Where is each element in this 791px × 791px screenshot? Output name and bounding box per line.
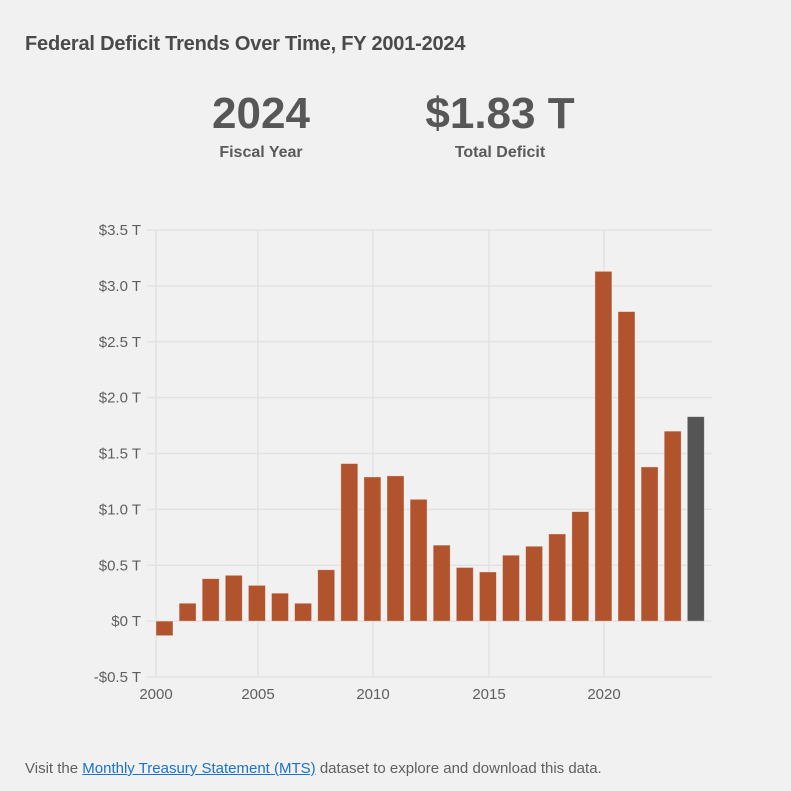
fiscal-year-label: Fiscal Year	[219, 144, 303, 161]
total-deficit-value: $1.83 T	[425, 89, 575, 138]
bar[interactable]	[640, 466, 659, 622]
footer-note: Visit the Monthly Treasury Statement (MT…	[25, 760, 602, 777]
bar[interactable]	[178, 602, 197, 622]
y-tick-label: $3.5 T	[99, 222, 141, 239]
y-tick-label: $1.5 T	[99, 446, 141, 463]
bar[interactable]	[455, 567, 474, 622]
x-tick-label: 2000	[139, 686, 172, 703]
bar[interactable]	[594, 270, 613, 622]
bar[interactable]	[201, 578, 220, 622]
bar[interactable]	[294, 602, 313, 622]
y-tick-label: $0 T	[111, 613, 141, 630]
x-tick-label: 2015	[472, 686, 505, 703]
bar[interactable]	[663, 430, 682, 622]
fiscal-year-value: 2024	[212, 89, 310, 138]
y-tick-label: -$0.5 T	[94, 669, 141, 686]
mts-dataset-link[interactable]: Monthly Treasury Statement (MTS)	[82, 760, 316, 777]
bar[interactable]	[317, 569, 336, 622]
bar[interactable]	[363, 476, 382, 622]
x-tick-label: 2005	[241, 686, 274, 703]
total-deficit-stat: $1.83 T Total Deficit	[400, 88, 600, 162]
y-tick-label: $1.0 T	[99, 501, 141, 518]
bars	[155, 270, 705, 637]
bar[interactable]	[386, 475, 405, 622]
bar[interactable]	[525, 545, 543, 622]
x-tick-label: 2020	[587, 686, 620, 703]
bar[interactable]	[478, 571, 497, 622]
x-tick-label: 2010	[356, 686, 389, 703]
bar[interactable]	[571, 511, 590, 622]
y-tick-label: $2.0 T	[99, 390, 141, 407]
y-axis-labels: -$0.5 T $0 T $0.5 T $1.0 T $1.5 T $2.0 T $2.5 …	[94, 222, 141, 686]
footer-suffix: dataset to explore and download this dat…	[315, 760, 602, 777]
footer-prefix: Visit the	[25, 760, 83, 777]
bar[interactable]	[155, 620, 174, 637]
x-axis-labels: 2000 2005 2010 2015 2020	[139, 686, 620, 703]
bar[interactable]	[548, 533, 567, 622]
y-tick-label: $3.0 T	[99, 278, 141, 295]
fiscal-year-stat: 2024 Fiscal Year	[161, 88, 361, 162]
bar[interactable]	[617, 311, 636, 622]
y-tick-label: $0.5 T	[99, 557, 141, 574]
bar[interactable]	[271, 592, 289, 622]
bar[interactable]	[502, 554, 520, 622]
bar[interactable]	[432, 544, 451, 622]
total-deficit-label: Total Deficit	[454, 144, 546, 161]
highlighted-bar[interactable]	[686, 416, 705, 622]
bar[interactable]	[409, 498, 428, 622]
y-tick-label: $2.5 T	[99, 334, 141, 351]
bar[interactable]	[340, 463, 359, 622]
chart-title: Federal Deficit Trends Over Time, FY 200…	[25, 33, 466, 55]
bar[interactable]	[224, 574, 243, 622]
bar[interactable]	[247, 584, 266, 622]
